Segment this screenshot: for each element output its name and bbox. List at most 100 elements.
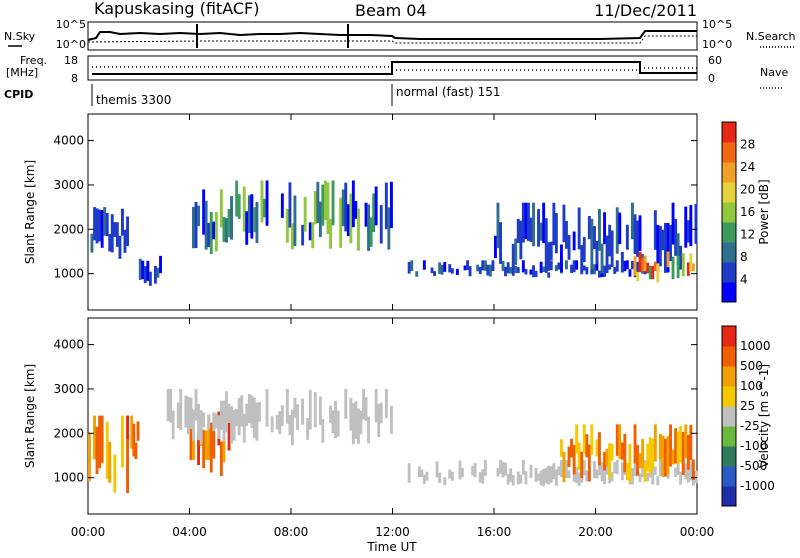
power-cell bbox=[488, 264, 492, 277]
power-cell bbox=[549, 241, 553, 260]
cpid-segment-2: normal (fast) 151 bbox=[396, 85, 500, 99]
power-cell bbox=[202, 189, 206, 235]
power-cell bbox=[610, 230, 614, 267]
freq-trace bbox=[92, 61, 697, 75]
power-cell bbox=[595, 240, 599, 264]
power-cell bbox=[565, 221, 568, 249]
power-cell bbox=[651, 265, 655, 280]
velocity-cell bbox=[496, 468, 500, 477]
velocity-cell bbox=[506, 473, 510, 485]
power-cell bbox=[448, 264, 452, 273]
velocity-cell bbox=[567, 470, 571, 479]
power-cell bbox=[664, 222, 667, 273]
power-cell bbox=[689, 253, 693, 272]
velocity-cell bbox=[293, 398, 297, 418]
xtick-label: 16:00 bbox=[477, 525, 512, 539]
velocity-cell bbox=[134, 442, 138, 459]
power-cell bbox=[146, 260, 150, 281]
velocity-cell bbox=[202, 412, 206, 428]
power-cell bbox=[648, 265, 652, 280]
power-cell bbox=[344, 182, 348, 232]
velocity-cell bbox=[577, 472, 581, 486]
power-colorbar-label: Power [dB] bbox=[757, 179, 771, 244]
velocity-cell bbox=[471, 466, 475, 476]
velocity-cell bbox=[539, 470, 543, 486]
velocity-colorbar-swatch bbox=[722, 366, 736, 387]
velocity-cell bbox=[544, 467, 548, 484]
velocity-cell bbox=[684, 463, 688, 480]
velocity-colorbar-swatch bbox=[722, 486, 736, 507]
power-cell bbox=[638, 251, 642, 273]
power-cell bbox=[351, 180, 355, 228]
date-label: 11/Dec/2011 bbox=[594, 1, 697, 20]
velocity-cell bbox=[222, 430, 226, 463]
velocity-cell bbox=[242, 413, 246, 443]
velocity-cell bbox=[192, 409, 195, 441]
power-colorbar-tick: 16 bbox=[740, 205, 755, 219]
velocity-cell bbox=[417, 466, 421, 478]
velocity-cell bbox=[126, 415, 129, 439]
velocity-cell bbox=[641, 439, 645, 468]
power-cell bbox=[324, 180, 327, 221]
velocity-cell bbox=[691, 459, 695, 480]
power-colorbar-tick: 4 bbox=[740, 273, 748, 287]
velocity-ytick-label: 3000 bbox=[53, 382, 84, 396]
power-cell bbox=[557, 262, 561, 270]
power-cell bbox=[605, 235, 609, 274]
power-cell bbox=[255, 202, 259, 244]
velocity-cell bbox=[653, 466, 657, 475]
velocity-cell bbox=[636, 445, 639, 476]
velocity-cell bbox=[653, 424, 657, 462]
power-cell bbox=[554, 265, 558, 272]
velocity-ylabel: Slant Range [km] bbox=[23, 364, 37, 468]
power-cell bbox=[159, 255, 162, 274]
xtick-label: 20:00 bbox=[578, 525, 613, 539]
nsky-tick-high: 10^5 bbox=[56, 18, 86, 31]
power-cell bbox=[542, 202, 546, 244]
velocity-cell bbox=[557, 466, 561, 476]
power-cell bbox=[250, 194, 254, 239]
power-cell bbox=[204, 200, 208, 250]
power-cell bbox=[603, 212, 606, 245]
velocity-cell bbox=[227, 403, 231, 423]
velocity-cell bbox=[620, 442, 624, 460]
velocity-cell bbox=[664, 438, 667, 477]
velocity-cell bbox=[362, 389, 365, 420]
freq-unit: [MHz] bbox=[6, 66, 38, 79]
power-cell bbox=[126, 216, 129, 247]
velocity-cell bbox=[420, 469, 424, 477]
power-cell bbox=[600, 270, 604, 278]
power-data bbox=[90, 180, 698, 286]
power-cell bbox=[600, 243, 604, 274]
velocity-cell bbox=[658, 433, 662, 460]
power-cell bbox=[511, 243, 515, 270]
power-cell bbox=[148, 271, 152, 286]
power-cell bbox=[504, 266, 507, 277]
power-cell bbox=[595, 260, 599, 271]
power-cell bbox=[615, 260, 619, 272]
power-colorbar-swatch bbox=[722, 162, 736, 183]
velocity-colorbar-frame bbox=[721, 325, 737, 507]
velocity-cell bbox=[113, 454, 117, 493]
velocity-cell bbox=[641, 459, 645, 478]
power-colorbar-swatch bbox=[722, 202, 736, 223]
velocity-cell bbox=[450, 471, 454, 481]
power-colorbar-tick: 12 bbox=[740, 228, 755, 242]
power-colorbar-tick: 20 bbox=[740, 183, 755, 197]
velocity-cell bbox=[656, 475, 660, 486]
velocity-cell bbox=[534, 468, 538, 482]
power-cell bbox=[620, 251, 624, 273]
power-cell bbox=[676, 255, 680, 279]
power-cell bbox=[354, 201, 358, 219]
velocity-cell bbox=[255, 402, 259, 441]
velocity-cell bbox=[308, 389, 312, 430]
power-cell bbox=[684, 206, 688, 248]
velocity-cell bbox=[306, 418, 310, 440]
velocity-cell bbox=[473, 463, 477, 478]
velocity-cell bbox=[275, 415, 279, 430]
power-cell bbox=[689, 205, 693, 247]
velocity-cell bbox=[214, 413, 218, 429]
power-cell bbox=[593, 264, 596, 275]
velocity-cell bbox=[438, 472, 442, 483]
velocity-colorbar-label: Velocity [m s^-1] bbox=[757, 364, 771, 468]
